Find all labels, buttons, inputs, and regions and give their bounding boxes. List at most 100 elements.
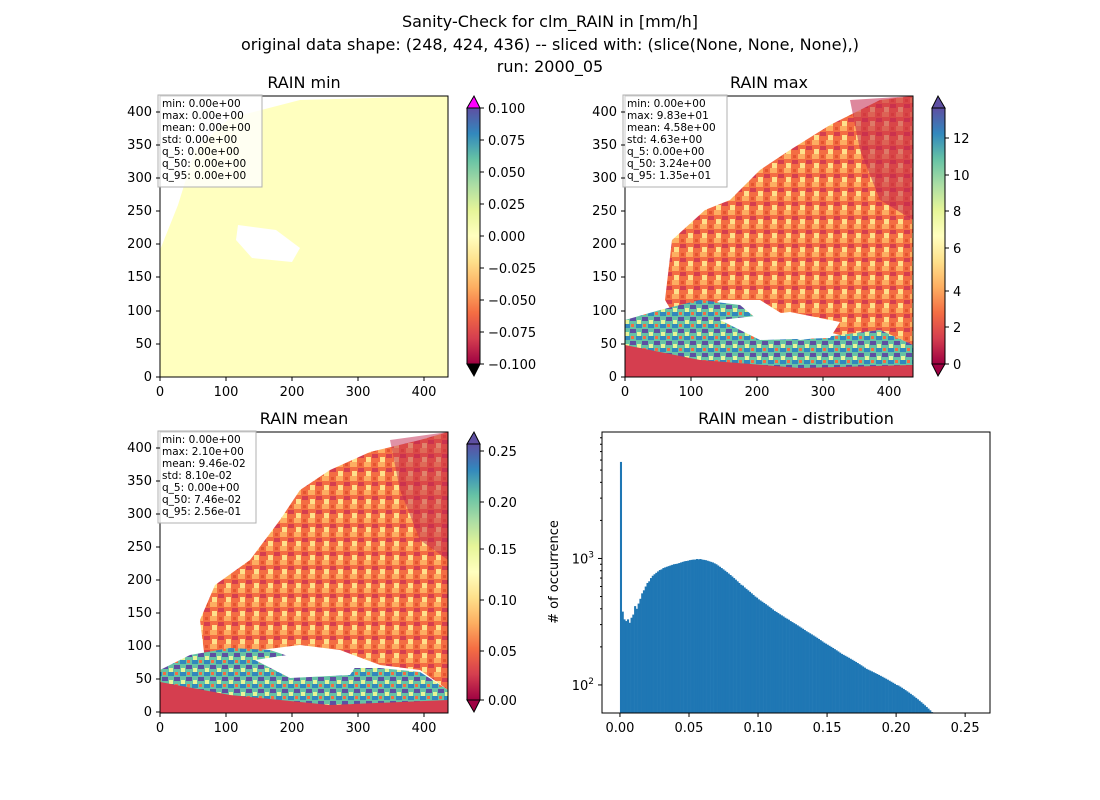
histogram-bar (809, 633, 812, 713)
histogram-bar (923, 705, 927, 713)
histogram-bar (918, 700, 921, 713)
colorbar-tick-label: −0.075 (488, 326, 536, 341)
histogram-bar (731, 576, 734, 713)
histogram-bar (893, 683, 896, 713)
colorbar-extend-over (931, 94, 946, 109)
histogram-bar (703, 559, 706, 713)
histogram-bar (877, 674, 881, 713)
histogram-bar (862, 666, 865, 713)
histogram-bar (908, 692, 911, 713)
histogram-bar (685, 561, 688, 713)
histogram-bar (925, 706, 928, 713)
colorbar-tick-label: 6 (953, 242, 961, 257)
y-tick-label: 300 (592, 171, 617, 186)
histogram-bar (648, 581, 651, 713)
colorbar-tick-label: 8 (953, 205, 961, 220)
histogram-bar (897, 685, 900, 713)
histogram-bar (644, 586, 647, 713)
histogram-bar (817, 638, 820, 713)
histogram-bar (885, 678, 888, 713)
x-tick-label: 0.05 (675, 721, 704, 736)
histogram-bar (777, 613, 780, 713)
histogram-bar (863, 667, 866, 713)
histogram-bars (619, 461, 934, 713)
panel-rain-min-title: RAIN min (267, 73, 340, 92)
histogram-bar (694, 559, 697, 713)
histogram-bar (807, 632, 810, 713)
y-tick-label: 100 (592, 304, 617, 319)
stats-box-min: min: 0.00e+00 max: 0.00e+00 mean: 0.00e+… (157, 94, 263, 188)
rain-field-max (625, 96, 913, 377)
axes-frame (624, 95, 914, 378)
histogram-bar (920, 702, 923, 713)
histogram-bar (860, 665, 863, 713)
x-tick-label: 200 (280, 721, 305, 736)
colorbar-min: 0.100 0.075 0.050 0.025 0.000 −0.025 −0.… (466, 94, 536, 378)
histogram-bar (725, 572, 729, 713)
histogram-bar (782, 616, 785, 713)
histogram-bar (927, 708, 930, 713)
histogram-bar (915, 697, 918, 713)
histogram-bar (722, 569, 725, 713)
histogram-bar (653, 574, 656, 713)
histogram-bar (867, 669, 870, 713)
histogram-bar (695, 559, 699, 713)
histogram-x-ticks: 0.00 0.05 0.10 0.15 0.20 0.25 (605, 713, 980, 736)
histogram-bar (870, 671, 873, 713)
histogram-bar (750, 593, 753, 713)
colorbar-tick-label: 0.025 (488, 198, 525, 213)
histogram-bar (796, 625, 799, 713)
histogram-bar (741, 585, 744, 713)
x-tick-label: 100 (214, 721, 239, 736)
y-tick-label: 50 (600, 337, 617, 352)
histogram-bar (756, 597, 759, 713)
histogram-bar (816, 637, 819, 713)
histogram-bar (630, 617, 633, 713)
stat-line: q_50: 7.46e-02 (162, 494, 241, 506)
histogram-bar (890, 681, 893, 713)
histogram-bar (662, 568, 665, 713)
colorbar-tick-label: 0.100 (488, 102, 525, 117)
histogram-bar (846, 656, 849, 713)
colorbar-extend-under (931, 363, 946, 378)
histogram-bar (671, 564, 674, 713)
histogram-bar (770, 608, 773, 713)
x-tick-label: 0.00 (605, 721, 634, 736)
histogram-bar (851, 659, 854, 713)
histogram-bar (720, 568, 723, 713)
histogram-bar (745, 588, 748, 713)
colorbar-tick-label: −0.050 (488, 294, 536, 309)
stat-line: mean: 4.58e+00 (627, 122, 716, 134)
y-tick-label: 250 (592, 204, 617, 219)
histogram-bar (727, 573, 730, 713)
colorbar-mean: 0.25 0.20 0.15 0.10 0.05 0.00 (466, 430, 517, 714)
histogram-bar (642, 590, 645, 713)
histogram-bar (823, 642, 826, 713)
histogram-bar (883, 677, 886, 713)
histogram-bar (688, 560, 691, 713)
stat-line: max: 2.10e+00 (162, 446, 244, 458)
x-tick-label: 100 (214, 385, 239, 400)
y-tick-label: 200 (592, 237, 617, 252)
histogram-bar (888, 680, 891, 713)
histogram-bar (664, 567, 667, 713)
y-tick-label: 150 (127, 270, 152, 285)
histogram-bar (678, 563, 681, 713)
suptitle-line3: run: 2000_05 (496, 57, 604, 76)
stat-line: mean: 9.46e-02 (162, 458, 246, 470)
y-tick-label: 150 (127, 606, 152, 621)
histogram-y-ticks: 102 103 (572, 437, 602, 694)
histogram-bar (855, 661, 858, 713)
y-tick-label: 300 (127, 507, 152, 522)
histogram-bar (752, 594, 755, 713)
colorbar-tick-label: 12 (953, 132, 970, 147)
histogram-bar (637, 603, 640, 713)
y-tick-label: 0 (609, 370, 617, 385)
histogram-bar (672, 564, 676, 713)
panel-rain-max-title: RAIN max (730, 73, 808, 92)
histogram-bar (646, 582, 649, 713)
histogram-bar (830, 646, 833, 713)
histogram-bar (621, 611, 624, 713)
histogram-bar (736, 581, 739, 713)
